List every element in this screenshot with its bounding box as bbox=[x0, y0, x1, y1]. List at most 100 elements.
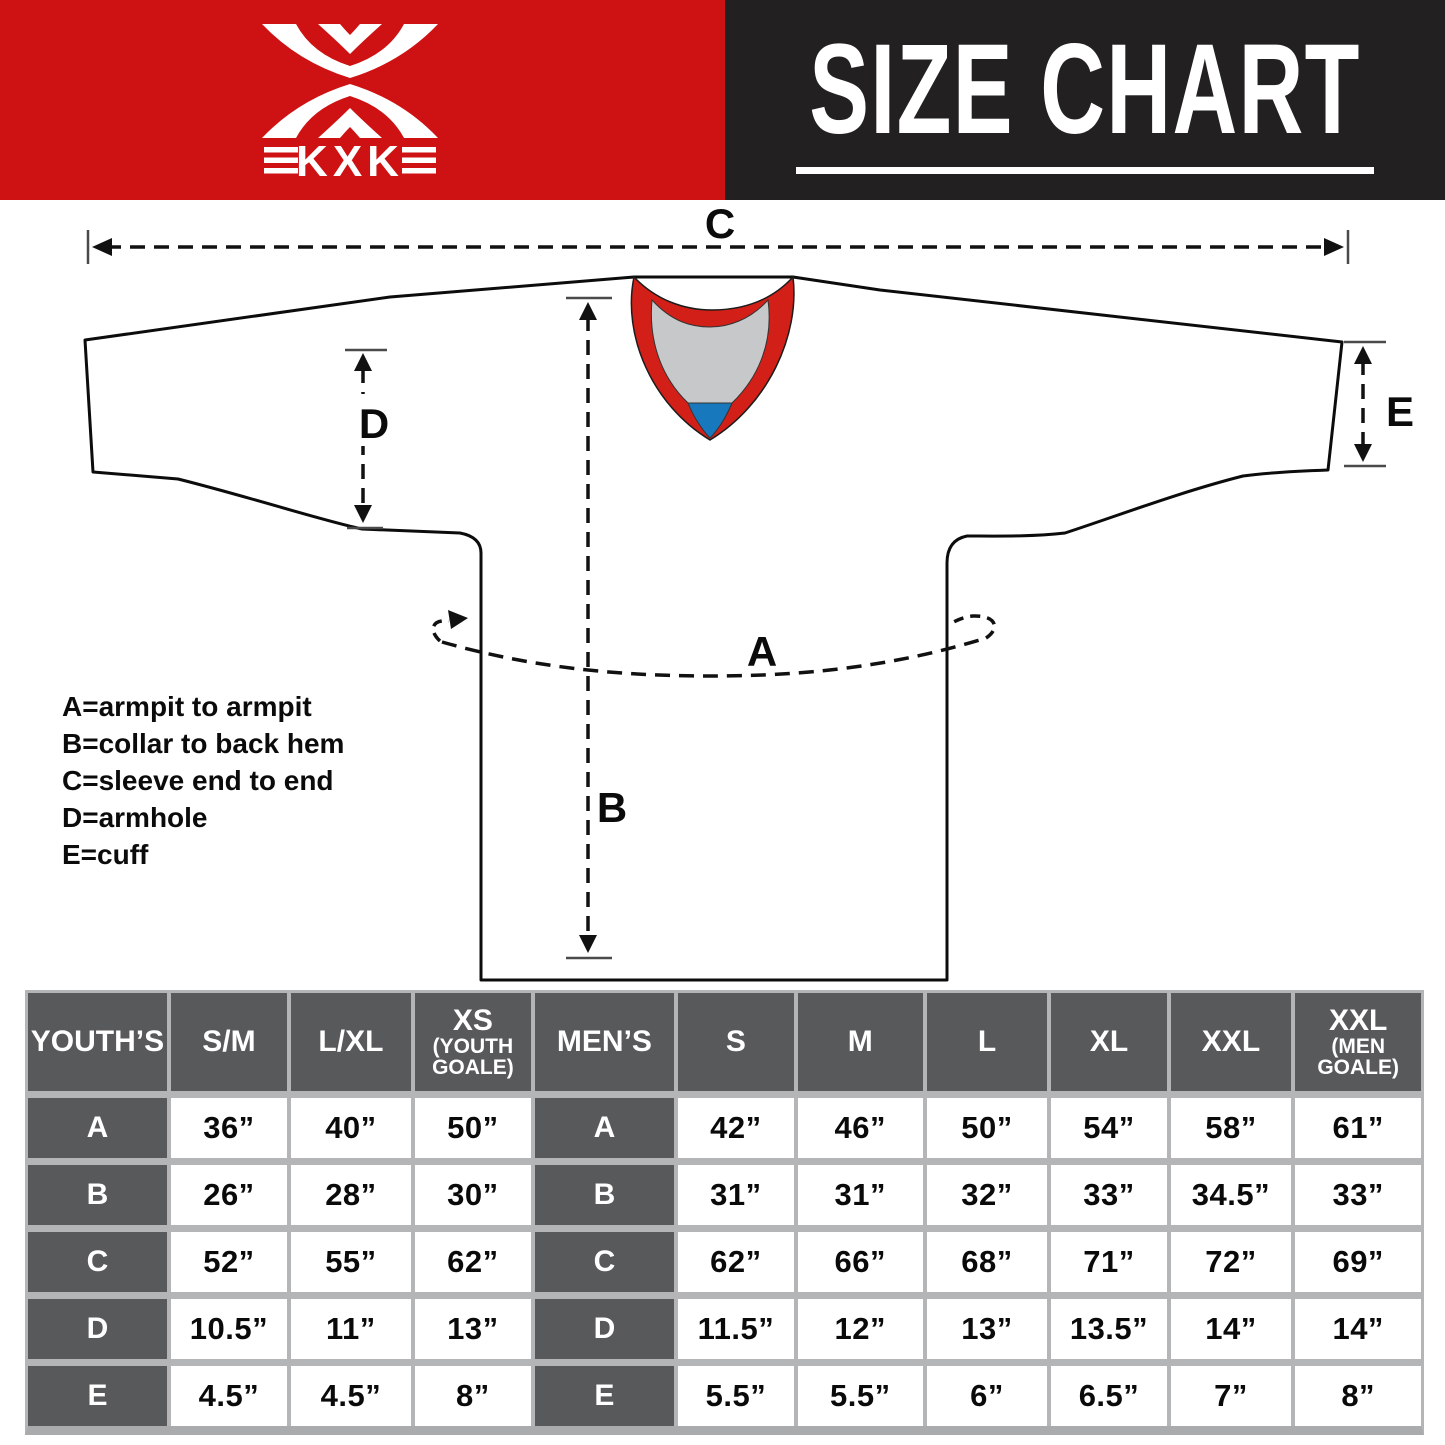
legend-line-d: D=armhole bbox=[62, 802, 208, 833]
legend-line-e: E=cuff bbox=[62, 839, 149, 870]
measure-line-d: D bbox=[345, 348, 394, 530]
measure-line-c: C bbox=[86, 200, 1350, 264]
row-c-youth-label: C bbox=[28, 1232, 167, 1292]
table-cell: 33” bbox=[1051, 1165, 1167, 1225]
table-cell: 61” bbox=[1295, 1098, 1421, 1158]
table-cell: 4.5” bbox=[290, 1366, 411, 1426]
table-cell: 62” bbox=[677, 1232, 794, 1292]
collar-inner-blue bbox=[687, 402, 733, 439]
table-cell: 5.5” bbox=[677, 1366, 794, 1426]
table-cell: 4.5” bbox=[170, 1366, 287, 1426]
col-header-s: S bbox=[677, 993, 794, 1091]
table-cell: 14” bbox=[1170, 1299, 1292, 1359]
table-cell: 54” bbox=[1051, 1098, 1167, 1158]
col-header-lxl: L/XL bbox=[290, 993, 411, 1091]
table-cell: 33” bbox=[1295, 1165, 1421, 1225]
row-c-men-label: C bbox=[534, 1232, 674, 1292]
table-cell: 40” bbox=[290, 1098, 411, 1158]
col-header-l: L bbox=[926, 993, 1048, 1091]
col-header-xxl: XXL bbox=[1170, 993, 1292, 1091]
table-cell: 66” bbox=[797, 1232, 923, 1292]
measure-label-e: E bbox=[1386, 388, 1414, 435]
size-table: YOUTH’S S/M L/XL XS (YOUTH GOALE) MEN’S S… bbox=[25, 990, 1424, 1435]
table-cell: 13” bbox=[926, 1299, 1048, 1359]
table-cell: 62” bbox=[414, 1232, 531, 1292]
arrow-down-icon bbox=[579, 935, 597, 953]
table-cell: 11.5” bbox=[677, 1299, 794, 1359]
row-b-men-label: B bbox=[534, 1165, 674, 1225]
table-cell: 32” bbox=[926, 1165, 1048, 1225]
row-b-youth-label: B bbox=[28, 1165, 167, 1225]
col-header-xl: XL bbox=[1051, 993, 1167, 1091]
table-cell: 5.5” bbox=[797, 1366, 923, 1426]
logo-left-bars-icon bbox=[264, 147, 298, 174]
legend-line-c: C=sleeve end to end bbox=[62, 765, 334, 796]
table-cell: 13” bbox=[414, 1299, 531, 1359]
col-header-youths: YOUTH’S bbox=[28, 993, 167, 1091]
table-cell: 30” bbox=[414, 1165, 531, 1225]
measure-label-d: D bbox=[359, 400, 389, 447]
row-e-men-label: E bbox=[534, 1366, 674, 1426]
table-cell: 13.5” bbox=[1051, 1299, 1167, 1359]
arrow-wrap-icon bbox=[448, 610, 468, 629]
arrow-down-icon bbox=[1354, 444, 1372, 462]
measure-label-c: C bbox=[705, 200, 735, 247]
legend-block: A=armpit to armpit B=collar to back hem … bbox=[62, 688, 344, 873]
page-title: SIZE CHART bbox=[809, 18, 1361, 161]
table-cell: 72” bbox=[1170, 1232, 1292, 1292]
legend-line-b: B=collar to back hem bbox=[62, 728, 345, 759]
table-cell: 10.5” bbox=[170, 1299, 287, 1359]
arrow-down-icon bbox=[354, 505, 372, 523]
table-cell: 68” bbox=[926, 1232, 1048, 1292]
arrow-up-icon bbox=[579, 302, 597, 320]
measure-line-b: B bbox=[566, 296, 632, 960]
brand-name: KXK bbox=[296, 137, 404, 186]
logo-top-chevron-icon bbox=[318, 24, 382, 54]
measure-label-a: A bbox=[747, 628, 777, 675]
table-cell: 31” bbox=[797, 1165, 923, 1225]
table-cell: 46” bbox=[797, 1098, 923, 1158]
jersey-measurement-diagram: C D B E bbox=[83, 200, 1414, 982]
table-cell: 52” bbox=[170, 1232, 287, 1292]
table-cell: 50” bbox=[926, 1098, 1048, 1158]
table-cell: 31” bbox=[677, 1165, 794, 1225]
table-cell: 6” bbox=[926, 1366, 1048, 1426]
table-cell: 11” bbox=[290, 1299, 411, 1359]
table-cell: 34.5” bbox=[1170, 1165, 1292, 1225]
row-d-youth-label: D bbox=[28, 1299, 167, 1359]
logo-top-v bbox=[262, 24, 438, 78]
arrow-right-icon bbox=[1324, 238, 1344, 256]
measure-line-a: A bbox=[431, 610, 997, 678]
col-header-xs-youth-goalie: XS (YOUTH GOALE) bbox=[414, 993, 531, 1091]
legend-line-a: A=armpit to armpit bbox=[62, 691, 312, 722]
kxk-logo-icon: KXK bbox=[262, 24, 438, 186]
row-e-youth-label: E bbox=[28, 1366, 167, 1426]
col-header-m: M bbox=[797, 993, 923, 1091]
table-cell: 8” bbox=[1295, 1366, 1421, 1426]
col-header-xxl-men-goalie: XXL (MEN GOALE) bbox=[1295, 993, 1421, 1091]
table-cell: 12” bbox=[797, 1299, 923, 1359]
col-header-sm: S/M bbox=[170, 993, 287, 1091]
table-cell: 26” bbox=[170, 1165, 287, 1225]
arrow-up-icon bbox=[1354, 346, 1372, 364]
table-cell: 14” bbox=[1295, 1299, 1421, 1359]
header-title-panel: SIZE CHART bbox=[725, 0, 1445, 200]
arrow-up-icon bbox=[354, 353, 372, 371]
logo-bottom-chevron-icon bbox=[318, 108, 382, 138]
table-cell: 55” bbox=[290, 1232, 411, 1292]
table-cell: 58” bbox=[1170, 1098, 1292, 1158]
row-a-men-label: A bbox=[534, 1098, 674, 1158]
logo-bottom-v bbox=[262, 84, 438, 138]
row-a-youth-label: A bbox=[28, 1098, 167, 1158]
logo-right-bars-icon bbox=[402, 147, 436, 174]
col-header-mens: MEN’S bbox=[534, 993, 674, 1091]
title-underline bbox=[796, 167, 1374, 174]
table-cell: 6.5” bbox=[1051, 1366, 1167, 1426]
arrow-left-icon bbox=[92, 238, 112, 256]
table-cell: 7” bbox=[1170, 1366, 1292, 1426]
table-cell: 42” bbox=[677, 1098, 794, 1158]
table-cell: 71” bbox=[1051, 1232, 1167, 1292]
row-d-men-label: D bbox=[534, 1299, 674, 1359]
table-cell: 8” bbox=[414, 1366, 531, 1426]
header-brand-panel: KXK bbox=[0, 0, 725, 200]
